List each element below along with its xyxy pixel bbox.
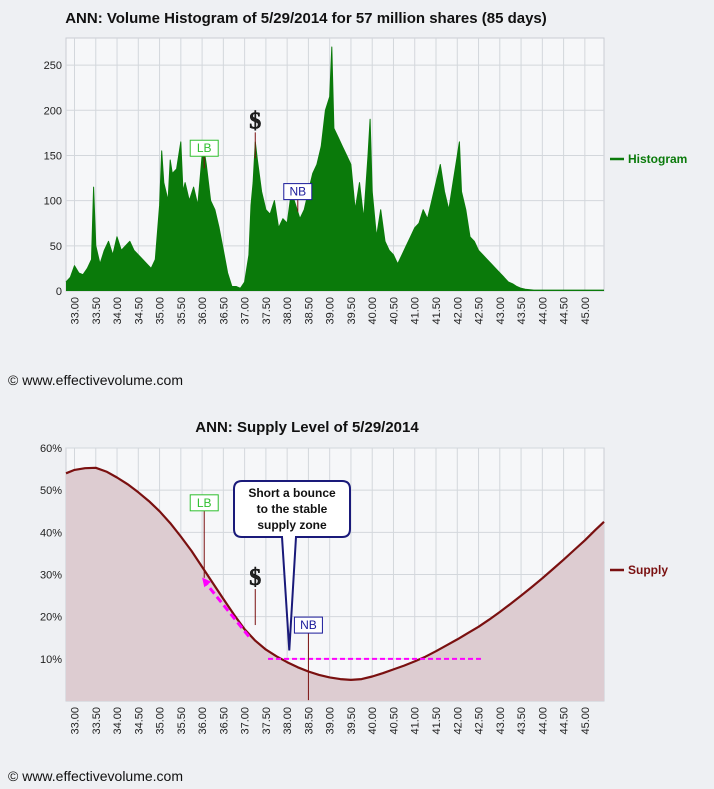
bottom-x-tick-label: 38.50	[303, 707, 315, 735]
callout-bubble	[233, 480, 351, 651]
top-x-tick-label: 33.50	[91, 297, 103, 325]
top-x-tick-label: 40.00	[367, 297, 379, 325]
bottom-y-tick-label: 10%	[40, 654, 62, 666]
callout-text-line: to the stable	[257, 502, 328, 516]
bottom-x-tick-label: 37.00	[240, 707, 252, 735]
top-x-tick-label: 38.50	[303, 297, 315, 325]
bottom-x-tick-label: 43.50	[516, 707, 528, 735]
top-x-tick-label: 39.00	[325, 297, 337, 325]
top-nb-marker-label: NB	[289, 185, 306, 199]
bottom-y-tick-label: 30%	[40, 570, 62, 582]
bottom-y-tick-label: 50%	[40, 485, 62, 497]
top-dollar-marker: $	[249, 108, 261, 134]
bottom-x-tick-label: 39.50	[346, 707, 358, 735]
bottom-x-tick-label: 37.50	[261, 707, 273, 735]
bottom-area-fill	[66, 467, 604, 701]
top-lb-marker-label: LB	[197, 141, 212, 155]
top-copyright: © www.effectivevolume.com	[8, 372, 183, 388]
top-x-tick-label: 35.00	[155, 297, 167, 325]
top-y-tick-label: 150	[44, 150, 62, 162]
trend-arrow-line	[204, 582, 251, 638]
bottom-x-tick-label: 43.00	[495, 707, 507, 735]
top-legend-label: Histogram	[628, 152, 687, 166]
bottom-x-tick-label: 33.00	[70, 707, 82, 735]
bottom-nb-marker-box	[293, 616, 323, 634]
bottom-x-tick-label: 36.00	[197, 707, 209, 735]
top-x-tick-label: 37.00	[240, 297, 252, 325]
bottom-x-tick-label: 45.00	[580, 707, 592, 735]
bottom-y-tick-label: 20%	[40, 612, 62, 624]
bottom-x-tick-label: 40.50	[388, 707, 400, 735]
top-x-tick-label: 41.50	[431, 297, 443, 325]
top-area-fill	[66, 47, 604, 291]
bottom-lb-marker-box	[189, 494, 219, 512]
trend-arrow-head	[202, 577, 212, 588]
bottom-x-tick-label: 38.00	[282, 707, 294, 735]
top-lb-marker-box	[189, 139, 219, 157]
callout-text-line: supply zone	[257, 518, 327, 532]
bottom-x-tick-label: 41.50	[431, 707, 443, 735]
top-nb-marker-box	[283, 183, 313, 201]
top-x-tick-label: 44.00	[537, 297, 549, 325]
bottom-x-tick-label: 42.50	[474, 707, 486, 735]
bottom-x-tick-label: 39.00	[325, 707, 337, 735]
bottom-x-tick-label: 40.00	[367, 707, 379, 735]
top-x-tick-label: 34.50	[133, 297, 145, 325]
bottom-x-tick-label: 42.00	[452, 707, 464, 735]
top-x-tick-label: 43.00	[495, 297, 507, 325]
bottom-chart-title: ANN: Supply Level of 5/29/2014	[195, 419, 419, 436]
top-x-tick-label: 33.00	[70, 297, 82, 325]
bottom-nb-marker-label: NB	[300, 618, 317, 632]
top-y-tick-label: 250	[44, 60, 62, 72]
bottom-copyright: © www.effectivevolume.com	[8, 768, 183, 784]
top-x-tick-label: 40.50	[388, 297, 400, 325]
bottom-x-tick-label: 34.50	[133, 707, 145, 735]
top-x-tick-label: 37.50	[261, 297, 273, 325]
top-x-tick-label: 34.00	[112, 297, 124, 325]
top-x-tick-label: 43.50	[516, 297, 528, 325]
bottom-x-tick-label: 44.00	[537, 707, 549, 735]
bottom-lb-marker-label: LB	[197, 496, 212, 510]
top-x-tick-label: 45.00	[580, 297, 592, 325]
bottom-x-tick-label: 33.50	[91, 707, 103, 735]
top-x-tick-label: 44.50	[559, 297, 571, 325]
top-chart-title: ANN: Volume Histogram of 5/29/2014 for 5…	[65, 10, 547, 27]
bottom-x-tick-label: 41.00	[410, 707, 422, 735]
top-x-tick-label: 39.50	[346, 297, 358, 325]
top-y-tick-label: 200	[44, 105, 62, 117]
bottom-dollar-marker: $	[249, 565, 261, 591]
top-x-tick-label: 42.50	[474, 297, 486, 325]
top-y-tick-label: 100	[44, 196, 62, 208]
bottom-y-tick-label: 60%	[40, 443, 62, 455]
bottom-y-tick-label: 40%	[40, 527, 62, 539]
top-x-tick-label: 36.00	[197, 297, 209, 325]
top-x-tick-label: 36.50	[218, 297, 230, 325]
bottom-x-tick-label: 44.50	[559, 707, 571, 735]
top-y-tick-label: 0	[56, 286, 62, 298]
top-x-tick-label: 38.00	[282, 297, 294, 325]
top-x-tick-label: 35.50	[176, 297, 188, 325]
bottom-x-tick-label: 35.00	[155, 707, 167, 735]
bottom-legend-label: Supply	[628, 563, 668, 577]
bottom-x-tick-label: 36.50	[218, 707, 230, 735]
bottom-x-tick-label: 34.00	[112, 707, 124, 735]
top-series-line	[65, 46, 604, 291]
top-x-tick-label: 41.00	[410, 297, 422, 325]
bottom-x-tick-label: 35.50	[176, 707, 188, 735]
callout-text-line: Short a bounce	[248, 486, 336, 500]
top-x-tick-label: 42.00	[452, 297, 464, 325]
bottom-series-line	[65, 466, 605, 681]
top-y-tick-label: 50	[50, 241, 62, 253]
